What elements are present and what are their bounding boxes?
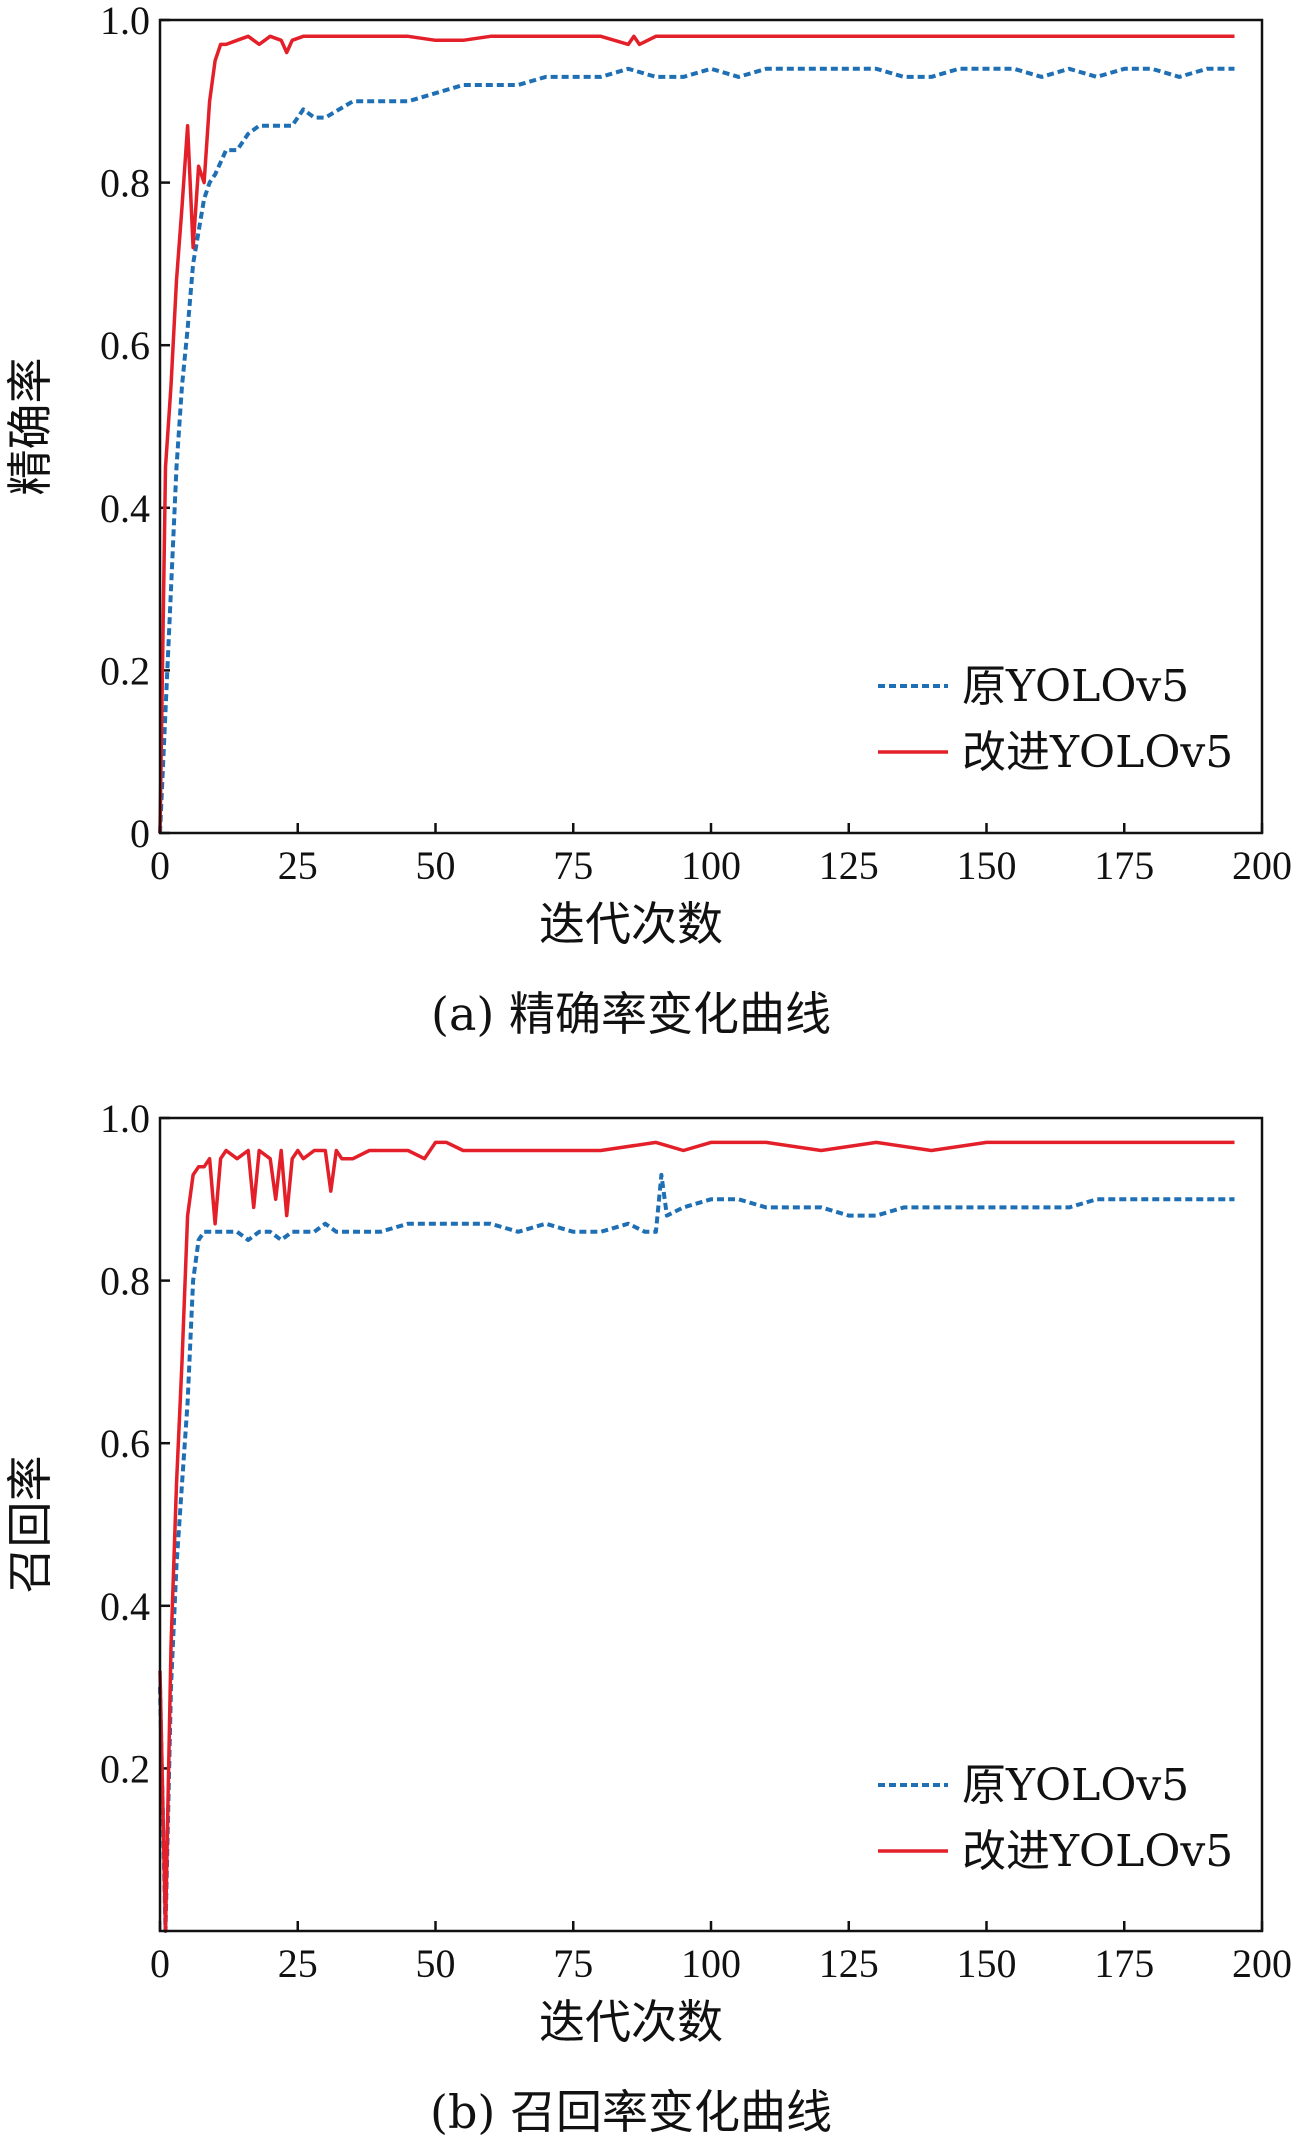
axes-frame [158, 18, 1264, 835]
x-tick-label: 50 [416, 843, 456, 888]
chart-caption: (a) 精确率变化曲线 [431, 987, 831, 1041]
x-tick-label: 75 [553, 843, 593, 888]
legend: 原YOLOv5 改进YOLOv5 [878, 1760, 1233, 1877]
chart-caption: (b) 召回率变化曲线 [430, 2085, 832, 2139]
y-tick-label: 0 [130, 811, 150, 856]
series-line-original [158, 1172, 1235, 1933]
x-tick-label: 200 [1232, 1941, 1292, 1986]
x-tick-label: 150 [957, 843, 1017, 888]
legend: 原YOLOv5 改进YOLOv5 [878, 661, 1233, 778]
x-axis: 0 25 50 75 100 125 150 175 200 [150, 1921, 1292, 1986]
x-tick-label: 25 [278, 1941, 318, 1986]
y-tick-label: 0.4 [100, 1584, 150, 1629]
series-line-improved [158, 1140, 1235, 1933]
x-tick-label: 175 [1094, 843, 1154, 888]
y-tick-label: 0.8 [100, 1259, 150, 1304]
y-tick-label: 0.2 [100, 1746, 150, 1791]
x-tick-label: 125 [819, 843, 879, 888]
x-tick-label: 125 [819, 1941, 879, 1986]
series-line-original [158, 66, 1235, 834]
y-axis-label: 召回率 [3, 1456, 57, 1594]
series-line-improved [158, 34, 1235, 834]
x-tick-label: 175 [1094, 1941, 1154, 1986]
x-tick-label: 100 [681, 843, 741, 888]
x-tick-label: 50 [416, 1941, 456, 1986]
legend-label-improved: 改进YOLOv5 [962, 727, 1233, 778]
y-axis-label: 精确率 [3, 358, 57, 496]
legend-label-original: 原YOLOv5 [962, 661, 1189, 712]
x-tick-label: 25 [278, 843, 318, 888]
y-axis: 0.2 0.4 0.6 0.8 1.0 [100, 1096, 170, 1791]
recall-chart: 0.2 0.4 0.6 0.8 1.0 0 25 50 75 100 125 150 175 200 原… [3, 1096, 1292, 2139]
legend-label-improved: 改进YOLOv5 [962, 1826, 1233, 1877]
x-tick-label: 150 [957, 1941, 1017, 1986]
x-tick-label: 0 [150, 1941, 170, 1986]
x-tick-label: 100 [681, 1941, 741, 1986]
x-tick-label: 75 [553, 1941, 593, 1986]
y-tick-label: 1.0 [100, 1096, 150, 1141]
y-tick-label: 0.6 [100, 1421, 150, 1466]
x-axis-label: 迭代次数 [539, 1995, 723, 2049]
y-axis: 0 0.2 0.4 0.6 0.8 1.0 [100, 0, 170, 856]
x-tick-label: 0 [150, 843, 170, 888]
precision-chart: 00.20.40.60.81.0 0 25 50 75 100 125 150 175 200 … [3, 0, 1292, 1041]
axes-frame [158, 1116, 1264, 1933]
y-tick-label: 0.2 [100, 648, 150, 693]
x-tick-label: 200 [1232, 843, 1292, 888]
x-axis-label: 迭代次数 [539, 897, 723, 951]
y-tick-label: 0.8 [100, 161, 150, 206]
plot-area [158, 34, 1235, 834]
y-tick-label: 0.4 [100, 486, 150, 531]
plot-area [158, 1140, 1235, 1933]
y-tick-label: 0.6 [100, 323, 150, 368]
legend-label-original: 原YOLOv5 [962, 1760, 1189, 1811]
y-tick-label: 1.0 [100, 0, 150, 43]
